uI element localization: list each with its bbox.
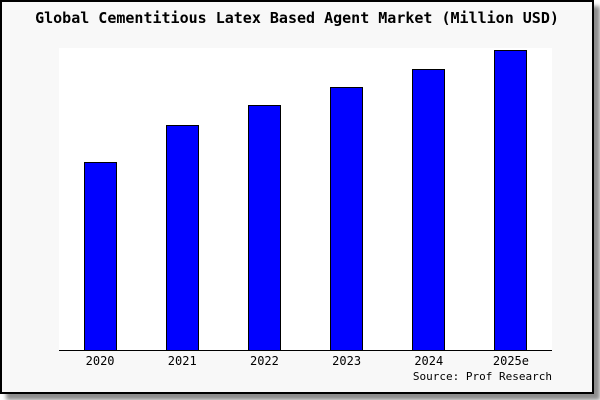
x-tick-label-2021: 2021 (167, 354, 197, 368)
chart-frame: Global Cementitious Latex Based Agent Ma… (0, 0, 594, 394)
x-axis-labels: 2020 2021 2022 2023 2024 2025e (59, 354, 552, 368)
bar-2021 (165, 125, 199, 350)
x-tick-label-2023: 2023 (332, 354, 362, 368)
bar-2024 (412, 69, 446, 350)
bar-2022 (247, 105, 281, 350)
bar-2025e (494, 50, 528, 350)
bar-2020 (83, 162, 117, 350)
x-tick-label-2025e: 2025e (492, 354, 529, 368)
x-tick-label-2022: 2022 (249, 354, 279, 368)
chart-title: Global Cementitious Latex Based Agent Ma… (35, 9, 559, 27)
x-tick-label-2020: 2020 (85, 354, 115, 368)
bar-2023 (330, 87, 364, 350)
plot-area (59, 48, 552, 351)
source-note: Source: Prof Research (412, 370, 552, 383)
x-tick-label-2024: 2024 (414, 354, 444, 368)
